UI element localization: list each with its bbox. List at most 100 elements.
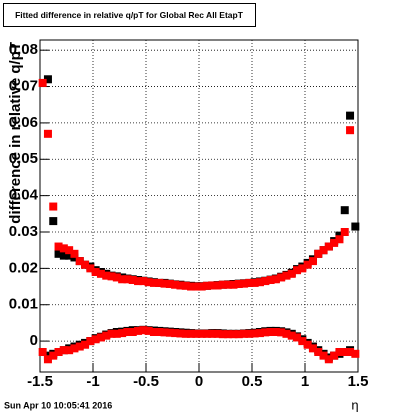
marker <box>314 249 323 258</box>
y-axis-label: difference in relative q/pT <box>7 42 24 224</box>
marker <box>192 329 201 338</box>
marker <box>324 242 333 251</box>
marker <box>240 279 249 288</box>
x-tick-label: -1 <box>86 373 99 390</box>
marker <box>38 348 47 356</box>
marker <box>271 328 280 336</box>
marker <box>49 351 58 360</box>
marker <box>277 328 286 337</box>
marker <box>65 251 74 260</box>
marker <box>234 330 243 339</box>
marker <box>330 238 339 247</box>
marker <box>54 242 63 251</box>
marker <box>107 329 116 338</box>
marker <box>261 277 270 286</box>
marker <box>70 344 79 353</box>
marker <box>160 279 169 288</box>
marker <box>65 246 74 255</box>
marker <box>218 330 227 339</box>
marker <box>181 329 190 338</box>
marker <box>213 329 222 338</box>
marker <box>298 337 307 346</box>
marker <box>234 280 243 288</box>
marker <box>208 281 217 290</box>
marker <box>176 281 185 290</box>
marker <box>134 277 143 286</box>
x-tick-label: -0.5 <box>133 373 159 390</box>
marker <box>155 278 164 287</box>
marker <box>255 329 264 338</box>
marker <box>340 228 349 236</box>
y-tick-label: 0.03 <box>9 223 38 240</box>
marker <box>43 75 52 84</box>
marker <box>102 331 111 340</box>
marker <box>112 329 121 338</box>
marker <box>277 273 286 282</box>
x-tick-label: -1.5 <box>27 373 53 390</box>
marker <box>54 249 63 258</box>
marker <box>123 275 132 284</box>
marker <box>65 346 74 355</box>
marker <box>202 329 211 338</box>
marker <box>224 280 233 289</box>
timestamp: Sun Apr 10 10:05:41 2016 <box>4 400 112 410</box>
marker <box>250 278 259 287</box>
marker <box>59 244 68 253</box>
marker <box>324 355 333 364</box>
marker <box>160 328 169 337</box>
marker <box>346 348 355 356</box>
marker <box>43 355 52 364</box>
marker <box>181 281 190 290</box>
y-tick-label: 0 <box>30 332 38 349</box>
marker <box>128 328 137 336</box>
marker <box>271 275 280 284</box>
marker <box>314 348 323 356</box>
marker <box>197 282 206 291</box>
marker <box>54 348 63 356</box>
marker <box>245 278 254 287</box>
marker <box>335 235 344 244</box>
marker <box>213 281 222 290</box>
marker <box>134 326 143 335</box>
marker <box>298 264 307 273</box>
marker <box>123 328 132 336</box>
marker <box>91 268 100 276</box>
x-tick-label: 0 <box>195 373 203 390</box>
marker <box>261 328 270 337</box>
marker <box>293 266 302 275</box>
marker <box>346 111 355 120</box>
marker <box>86 264 95 273</box>
marker <box>187 282 196 291</box>
marker <box>308 344 317 353</box>
x-axis-label: η <box>351 397 358 412</box>
marker <box>303 340 312 349</box>
marker <box>192 282 201 291</box>
marker <box>351 222 360 231</box>
marker <box>70 249 79 258</box>
marker <box>218 280 227 289</box>
marker <box>107 272 116 281</box>
marker <box>128 276 137 284</box>
marker <box>287 331 296 340</box>
marker <box>59 346 68 355</box>
marker <box>335 348 344 356</box>
marker <box>266 328 275 336</box>
marker <box>266 276 275 284</box>
y-tick-label: 0.04 <box>9 187 39 204</box>
marker <box>91 335 100 344</box>
marker <box>155 328 164 336</box>
marker <box>149 328 158 336</box>
marker <box>346 126 355 135</box>
marker <box>96 333 105 342</box>
marker <box>282 271 291 280</box>
marker <box>139 277 148 286</box>
plot-area: 0 0.01 0.02 0.03 0.04 0.05 0.06 0.07 0.08 -1.5 -1 -… <box>9 39 368 390</box>
marker <box>255 278 264 287</box>
marker <box>340 206 349 215</box>
marker <box>139 326 148 335</box>
marker <box>250 329 259 338</box>
marker <box>144 278 153 287</box>
marker <box>308 257 317 266</box>
marker <box>187 329 196 338</box>
